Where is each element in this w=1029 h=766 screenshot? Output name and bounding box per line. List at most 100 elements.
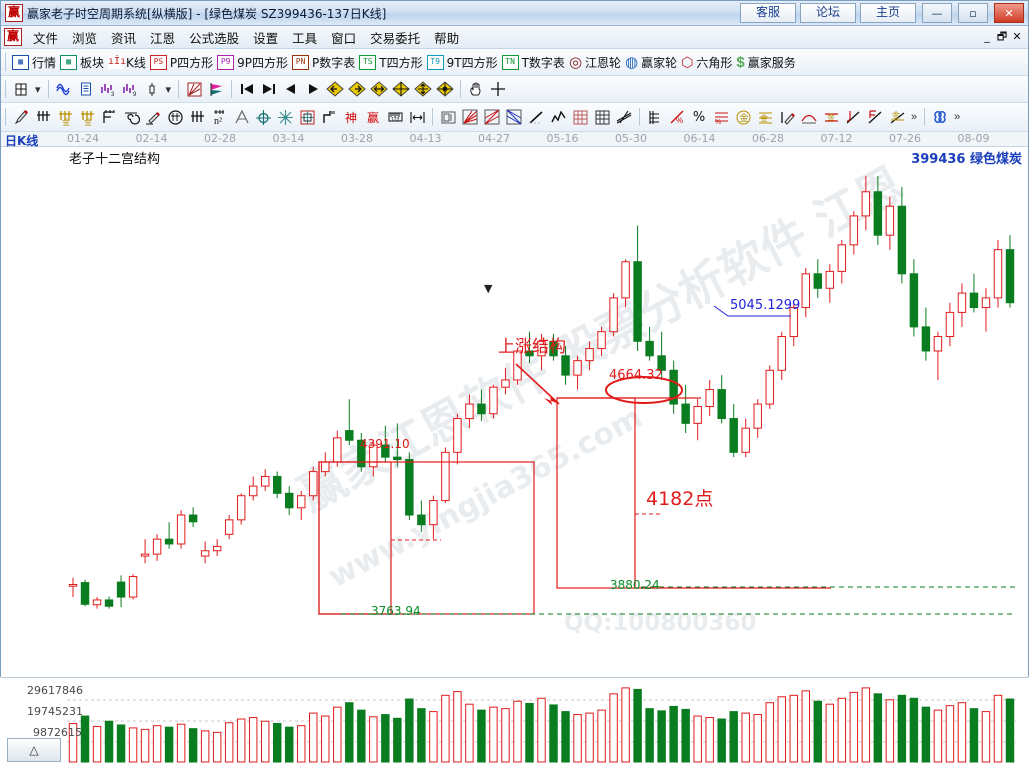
dropdown-arrow-icon[interactable]: ▾ [35,83,41,96]
pct-red-icon[interactable]: % [666,107,688,128]
menu-tools[interactable]: 工具 [292,30,318,46]
tool-kline[interactable]: ıİı K线 [106,54,148,71]
tool-t-number-table[interactable]: TN T数字表 [500,54,567,71]
comb-icon[interactable] [32,107,54,128]
tool-hexagon[interactable]: ⬡ 六角形 [679,54,734,71]
flag-icon[interactable] [205,79,227,100]
channel-icon[interactable] [613,107,635,128]
mdi-minimize-button[interactable]: _ [984,30,990,43]
f-line-icon[interactable] [864,107,886,128]
shen-icon[interactable]: 神 [344,110,357,125]
shift-right-icon[interactable] [346,79,368,100]
grid-dark-icon[interactable] [591,107,613,128]
forum-button[interactable]: 论坛 [800,3,856,23]
n2-icon[interactable]: n² [208,107,230,128]
ying-icon[interactable]: 赢 [366,110,379,125]
f-scale-icon[interactable] [98,107,120,128]
prev-icon[interactable] [280,79,302,100]
candle-icon[interactable] [141,79,163,100]
target-icon[interactable] [252,107,274,128]
menu-formula-stock[interactable]: 公式选股 [189,30,240,46]
tool-blocks[interactable]: ▩ 板块 [58,54,106,71]
document-icon[interactable] [75,79,97,100]
gold-line-icon[interactable]: 金 [754,107,776,128]
frame-icon[interactable] [437,107,459,128]
minimize-button[interactable]: — [922,3,952,23]
maximize-button[interactable]: ▫ [958,3,988,23]
compress-icon[interactable] [390,79,412,100]
tool-winner-service[interactable]: $ 赢家服务 [734,54,797,71]
fan-box2-icon[interactable] [503,107,525,128]
tool-9t-square[interactable]: T9 9T四方形 [425,54,500,71]
box-grid-icon[interactable] [296,107,318,128]
homepage-button[interactable]: 主页 [860,3,916,23]
tool-9p-square[interactable]: P9 9P四方形 [215,54,290,71]
mdi-restore-button[interactable]: 🗗 [996,30,1008,43]
angle-icon[interactable] [230,107,252,128]
tool-p-number-table[interactable]: PN P数字表 [290,54,357,71]
volume-panel[interactable]: 29617846 19745231 9872615 △ [1,677,1028,766]
gann-fan-icon[interactable] [183,79,205,100]
arc-icon[interactable] [798,107,820,128]
pen-icon[interactable] [10,107,32,128]
expand-panel-button[interactable]: △ [7,738,61,762]
paint-icon[interactable] [776,107,798,128]
zoom-all-icon[interactable] [434,79,456,100]
customer-service-button[interactable]: 客服 [740,3,796,23]
collapse-marker-icon[interactable]: ▼ [484,282,493,295]
pct-line-icon[interactable]: % [710,107,732,128]
fan-box-icon[interactable] [481,107,503,128]
first-page-icon[interactable] [236,79,258,100]
percent-icon[interactable]: % [692,109,706,125]
infinity-icon[interactable] [929,107,951,128]
menu-browse[interactable]: 浏览 [72,30,98,46]
dropdown-arrow2-icon[interactable]: ▾ [165,83,172,96]
circle-scale-icon[interactable] [164,107,186,128]
grid-red-icon[interactable] [569,107,591,128]
volume-canvas[interactable] [1,678,1028,766]
menu-gann[interactable]: 江恩 [150,30,176,46]
line-icon[interactable] [525,107,547,128]
marker-icon[interactable] [142,107,164,128]
expand-icon[interactable] [368,79,390,100]
gold-fork-icon[interactable]: 金 [54,107,76,128]
mdi-close-button[interactable]: ✕ [1012,30,1022,43]
menu-news[interactable]: 资讯 [111,30,137,46]
tool-winner-wheel[interactable]: ◍ 赢家轮 [623,54,679,71]
last-page-icon[interactable] [258,79,280,100]
tool-quotes[interactable]: ▦ 行情 [10,54,58,71]
ladder-icon[interactable] [644,107,666,128]
ruler-icon[interactable]: 123 [384,107,406,128]
chart-panel[interactable]: 01-24 02-14 02-28 03-14 03-28 04-13 04-27 05-16… [1,132,1028,677]
crosshair-icon[interactable] [487,79,509,100]
snowflake-icon[interactable] [274,107,296,128]
gold-bar-icon[interactable]: 金 [820,107,842,128]
gold-circle-icon[interactable]: 金 [732,107,754,128]
step-icon[interactable] [318,107,340,128]
move-icon[interactable] [412,79,434,100]
tool-t-square[interactable]: TS T四方形 [357,54,424,71]
kline3-icon[interactable]: 3 [97,79,119,100]
gold-fork2-icon[interactable]: 金 [76,107,98,128]
next-icon[interactable] [302,79,324,100]
overflow2-icon[interactable]: » [954,111,961,123]
comb2-icon[interactable] [186,107,208,128]
shift-left-icon[interactable] [324,79,346,100]
gold-slope-icon[interactable]: 金 [886,107,908,128]
spiral-icon[interactable] [120,107,142,128]
kline9-icon[interactable]: 9 [119,79,141,100]
overflow-icon[interactable]: » [911,111,918,123]
fan-red-icon[interactable] [459,107,481,128]
zigzag-icon[interactable] [547,107,569,128]
calendar-icon[interactable] [10,79,32,100]
hand-icon[interactable] [465,79,487,100]
menu-window[interactable]: 窗口 [331,30,357,46]
j-line-icon[interactable] [842,107,864,128]
close-button[interactable]: ✕ [994,3,1024,23]
menu-file[interactable]: 文件 [33,30,59,46]
tool-p-square[interactable]: PS P四方形 [148,54,215,71]
wave-icon[interactable] [53,79,75,100]
candlestick-canvas[interactable] [1,146,1028,676]
menu-settings[interactable]: 设置 [253,30,279,46]
span-icon[interactable] [406,107,428,128]
